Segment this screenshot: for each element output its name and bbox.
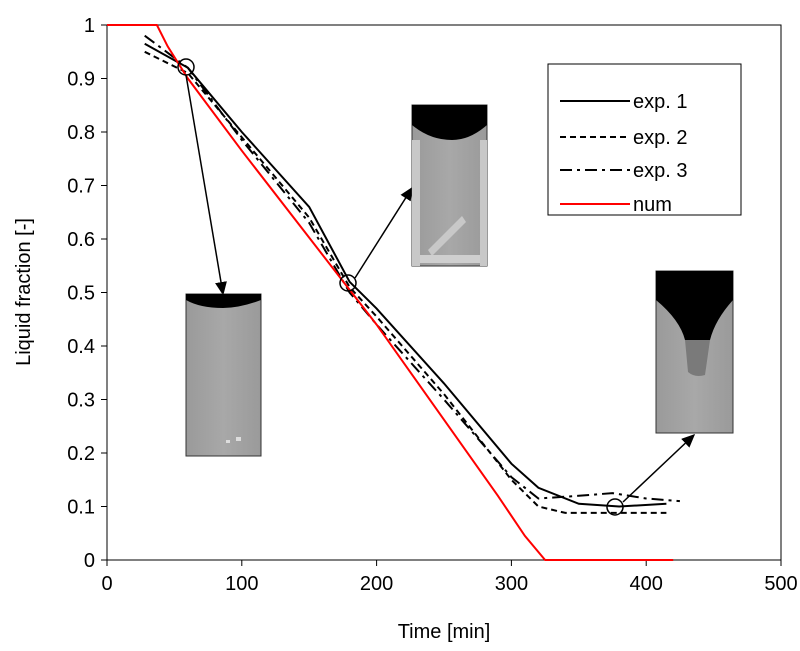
y-tick-label: 0.1 [67, 497, 95, 519]
y-tick-label: 0.6 [67, 229, 95, 251]
marker-circle [606, 498, 624, 516]
x-tick-label: 0 [101, 573, 112, 595]
x-tick-label: 300 [495, 573, 528, 595]
axes: 0 100 200 300 400 500 0 0.1 0.2 0.3 0.4 0.5 0.6 0.7 0.… [67, 15, 798, 595]
series-line [144, 42, 667, 508]
x-tick-label: 100 [225, 573, 258, 595]
marker-circle [339, 274, 357, 292]
x-tick-label: 200 [360, 573, 393, 595]
legend-box [547, 63, 742, 216]
inset-image [185, 293, 262, 457]
series-line [144, 50, 667, 514]
y-tick-label: 0.2 [67, 443, 95, 465]
legend-label: exp. 1 [633, 91, 687, 113]
y-tick-label: 1 [84, 15, 95, 37]
legend: exp. 1 exp. 2 exp. 3 num [547, 63, 742, 216]
arrow [622, 433, 696, 503]
annotations [177, 58, 696, 516]
inset-image [411, 104, 488, 267]
arrow [185, 74, 227, 296]
legend-label: exp. 3 [633, 160, 687, 182]
arrow [354, 186, 413, 279]
y-tick-label: 0.7 [67, 176, 95, 198]
y-axis-label: Liquid fraction [-] [13, 218, 35, 366]
y-tick-label: 0.8 [67, 122, 95, 144]
y-tick-label: 0.5 [67, 283, 95, 305]
legend-label: num [633, 194, 672, 216]
y-tick-label: 0.9 [67, 69, 95, 91]
legend-label: exp. 2 [633, 127, 687, 149]
x-tick-label: 500 [764, 573, 797, 595]
lines [107, 24, 680, 561]
series-line [144, 34, 680, 503]
inset-image [655, 270, 734, 434]
y-tick-label: 0.4 [67, 336, 95, 358]
y-tick-label: 0 [84, 550, 95, 572]
series-line [107, 24, 674, 561]
x-axis-label: Time [min] [398, 621, 491, 643]
x-tick-label: 400 [630, 573, 663, 595]
y-tick-label: 0.3 [67, 390, 95, 412]
